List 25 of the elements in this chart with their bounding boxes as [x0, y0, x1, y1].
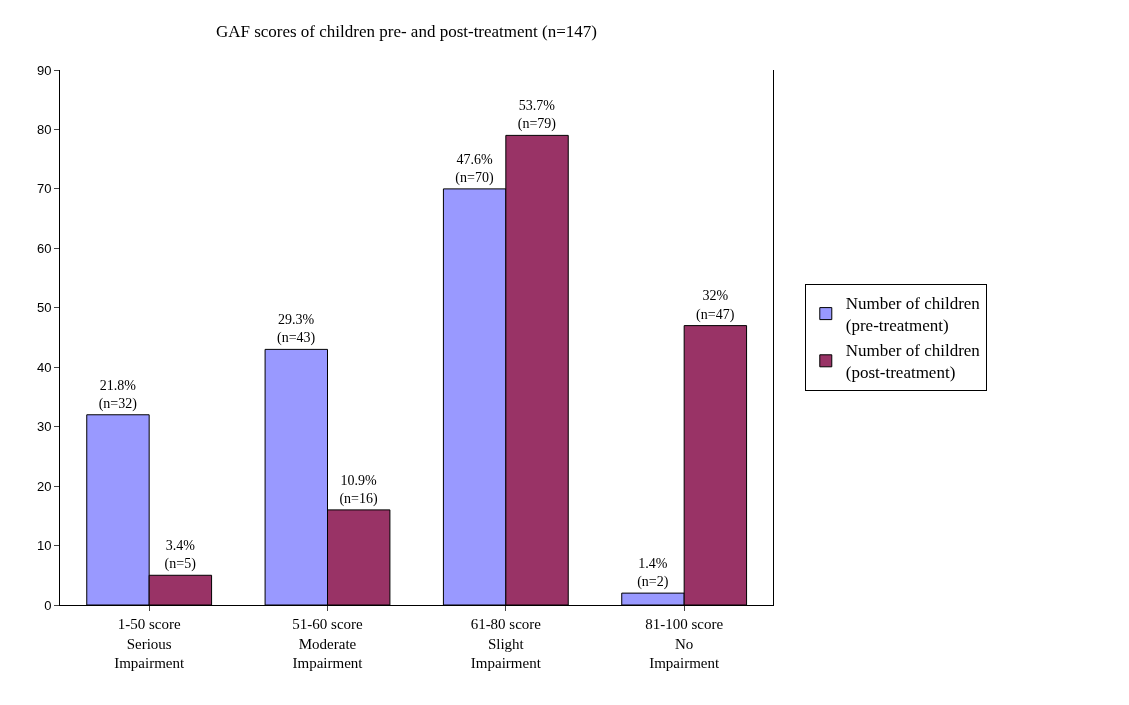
data-label: 47.6% (n=70)	[455, 151, 494, 186]
x-tick-label: 61-80 score Slight Impairment	[470, 616, 542, 671]
y-tick-label: 30	[36, 419, 52, 435]
y-tick-label: 20	[36, 478, 52, 494]
data-label: 53.7% (n=79)	[517, 98, 557, 133]
legend-label: Number of children (pre-treatment)	[845, 294, 981, 336]
chart-title: GAF scores of children pre- and post-treatment (n=147)	[215, 21, 597, 41]
y-tick-label: 60	[36, 240, 52, 256]
y-tick-label: 0	[44, 597, 52, 613]
data-label: 29.3% (n=43)	[277, 312, 316, 347]
data-label: 21.8% (n=32)	[98, 377, 138, 412]
data-label: 32% (n=47)	[696, 288, 735, 323]
y-tick-label: 80	[36, 121, 52, 137]
x-tick-label: 81-100 score No Impairment	[645, 616, 724, 671]
data-label: 3.4% (n=5)	[164, 538, 197, 573]
data-label: 1.4% (n=2)	[637, 555, 669, 591]
y-tick-label: 40	[36, 359, 52, 375]
x-tick-label: 51-60 score Moderate Impairment	[292, 616, 364, 671]
legend-label: Number of children (post-treatment)	[845, 341, 981, 383]
y-tick-label: 50	[36, 300, 52, 316]
y-tick-label: 10	[36, 538, 52, 554]
data-label: 10.9% (n=16)	[339, 472, 378, 507]
y-tick-label: 70	[36, 181, 52, 197]
x-tick-label: 1-50 score Serious Impairment	[114, 616, 185, 671]
y-tick-label: 90	[36, 62, 52, 78]
